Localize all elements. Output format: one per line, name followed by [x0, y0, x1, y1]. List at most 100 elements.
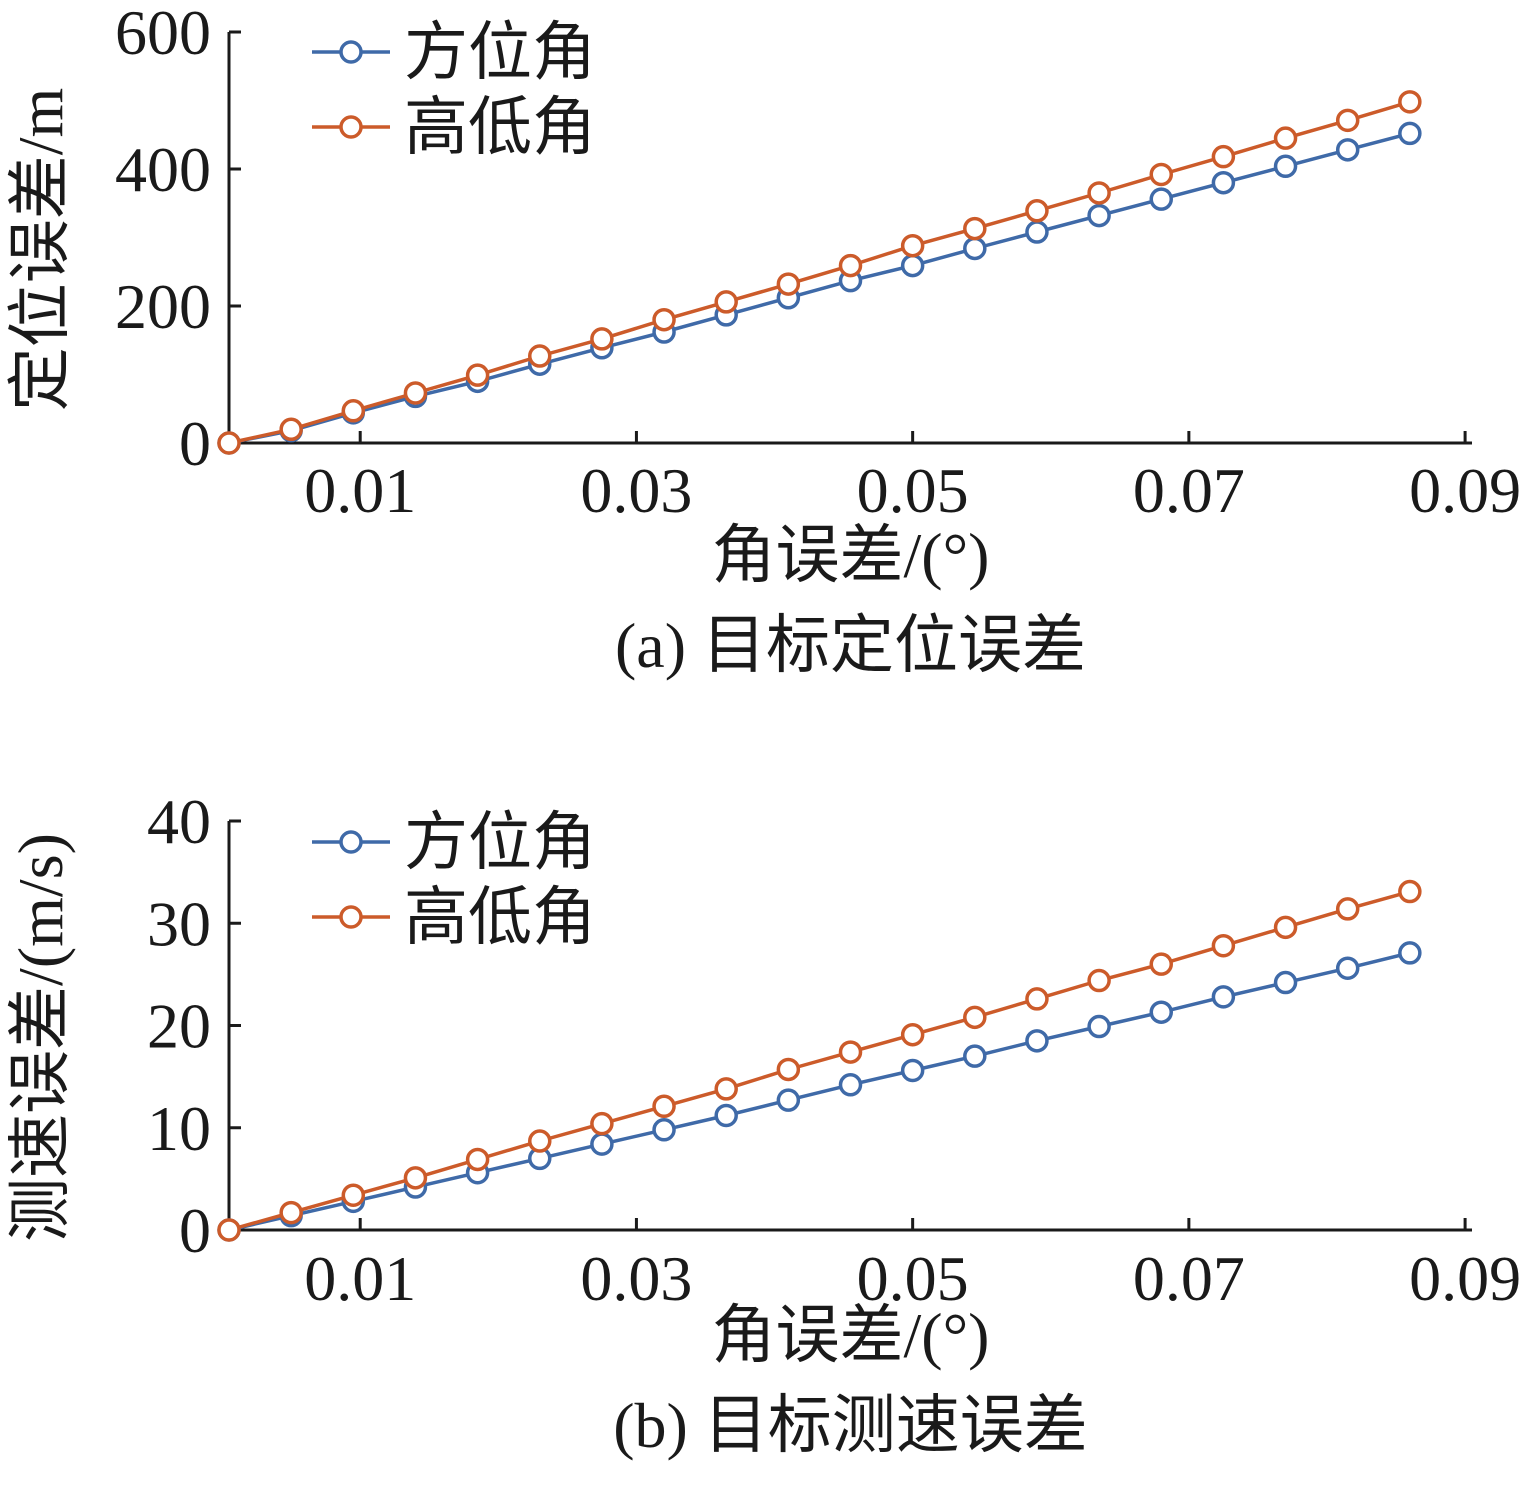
data-point	[528, 344, 552, 368]
x-axis-title: 角误差/(°)	[712, 520, 990, 591]
legend-label: 高低角	[404, 92, 596, 163]
x-tick-label: 0.07	[1133, 1243, 1245, 1314]
x-tick-label: 0.03	[580, 1243, 692, 1314]
data-point	[1087, 968, 1111, 993]
series-elevation	[217, 879, 1422, 1242]
legend-label: 方位角	[404, 17, 596, 88]
y-tick-label: 0	[179, 1195, 211, 1266]
data-point	[1025, 220, 1049, 244]
legend-marker	[339, 905, 363, 929]
data-point	[1211, 985, 1236, 1009]
data-point	[963, 236, 987, 261]
data-point	[590, 1111, 614, 1136]
data-point	[1025, 199, 1049, 223]
data-point	[714, 1077, 738, 1101]
data-point	[1273, 970, 1298, 995]
y-tick-label: 10	[147, 1093, 211, 1164]
data-point	[1335, 138, 1360, 162]
data-point	[1087, 181, 1111, 205]
data-point	[465, 363, 490, 387]
data-point	[279, 417, 303, 442]
data-point	[776, 1057, 801, 1082]
data-point	[1211, 933, 1236, 958]
data-point	[1211, 170, 1236, 195]
data-point	[714, 1103, 738, 1128]
data-point	[1211, 144, 1236, 169]
y-tick-label: 600	[115, 0, 211, 68]
data-point	[838, 253, 863, 278]
panel-caption: (a) 目标定位误差	[615, 610, 1086, 681]
data-point	[838, 1040, 863, 1064]
data-point	[776, 1088, 801, 1112]
data-point	[776, 272, 801, 296]
data-point	[1149, 952, 1173, 976]
data-point	[1335, 108, 1360, 133]
data-point	[1087, 203, 1111, 228]
data-point	[1087, 1014, 1111, 1039]
data-point	[900, 233, 925, 258]
legend-marker	[339, 40, 363, 64]
x-tick-label: 0.09	[1409, 1243, 1521, 1314]
y-tick-label: 20	[147, 991, 211, 1062]
x-tick-label: 0.09	[1409, 455, 1521, 526]
data-point	[963, 216, 987, 241]
data-point	[1398, 90, 1422, 114]
panel-caption: (b) 目标测速误差	[613, 1390, 1088, 1461]
y-axis-title: 定位误差/m	[5, 88, 76, 412]
y-tick-label: 30	[147, 888, 211, 959]
data-point	[217, 431, 241, 455]
y-tick-label: 200	[115, 271, 211, 342]
data-point	[341, 1183, 366, 1207]
data-point	[1025, 987, 1049, 1011]
data-point	[1335, 956, 1360, 980]
data-point	[590, 327, 614, 351]
data-point	[1149, 1000, 1173, 1024]
data-point	[217, 1218, 241, 1242]
legend-marker	[339, 830, 363, 854]
data-point	[1335, 897, 1360, 921]
x-tick-label: 0.05	[857, 455, 969, 526]
data-point	[900, 253, 925, 278]
data-point	[652, 1094, 676, 1119]
legend-marker	[339, 115, 363, 139]
data-point	[963, 1005, 987, 1030]
y-axis-title: 测速误差/(m/s)	[5, 833, 76, 1242]
x-tick-label: 0.01	[304, 1243, 416, 1314]
x-axis-title: 角误差/(°)	[712, 1300, 990, 1371]
legend-label: 方位角	[404, 807, 596, 878]
series-azimuth	[217, 941, 1422, 1242]
data-point	[1273, 154, 1298, 179]
series-elevation	[217, 90, 1422, 455]
data-point	[528, 1129, 552, 1153]
data-point	[900, 1022, 925, 1047]
legend-label: 高低角	[404, 882, 596, 953]
data-point	[341, 399, 366, 423]
data-point	[1025, 1029, 1049, 1053]
data-point	[652, 307, 676, 332]
chart-panel-b: 0 10 20 30 40 0.01 0.03 0.05 0.07 0.09 角误差/(°) 测速误差…	[5, 786, 1521, 1461]
data-point	[652, 1118, 676, 1142]
y-tick-label: 400	[115, 134, 211, 205]
data-point	[403, 1166, 428, 1190]
data-point	[714, 290, 738, 314]
data-point	[838, 1073, 863, 1097]
data-point	[1398, 879, 1422, 904]
x-tick-label: 0.01	[304, 455, 416, 526]
data-point	[279, 1200, 303, 1225]
data-point	[1273, 126, 1298, 150]
data-point	[1149, 162, 1173, 187]
data-point	[403, 381, 428, 405]
data-point	[963, 1044, 987, 1068]
series-azimuth	[217, 121, 1422, 455]
data-point	[465, 1147, 490, 1172]
x-tick-label: 0.03	[580, 455, 692, 526]
y-tick-label: 0	[179, 408, 211, 479]
data-point	[1273, 915, 1298, 940]
data-point	[900, 1058, 925, 1083]
x-tick-label: 0.07	[1133, 455, 1245, 526]
chart-panel-a: 0 200 400 600 0.01 0.03 0.05 0.07 0.09 角误差/(°) 定位误…	[5, 0, 1521, 681]
data-point	[590, 1132, 614, 1156]
